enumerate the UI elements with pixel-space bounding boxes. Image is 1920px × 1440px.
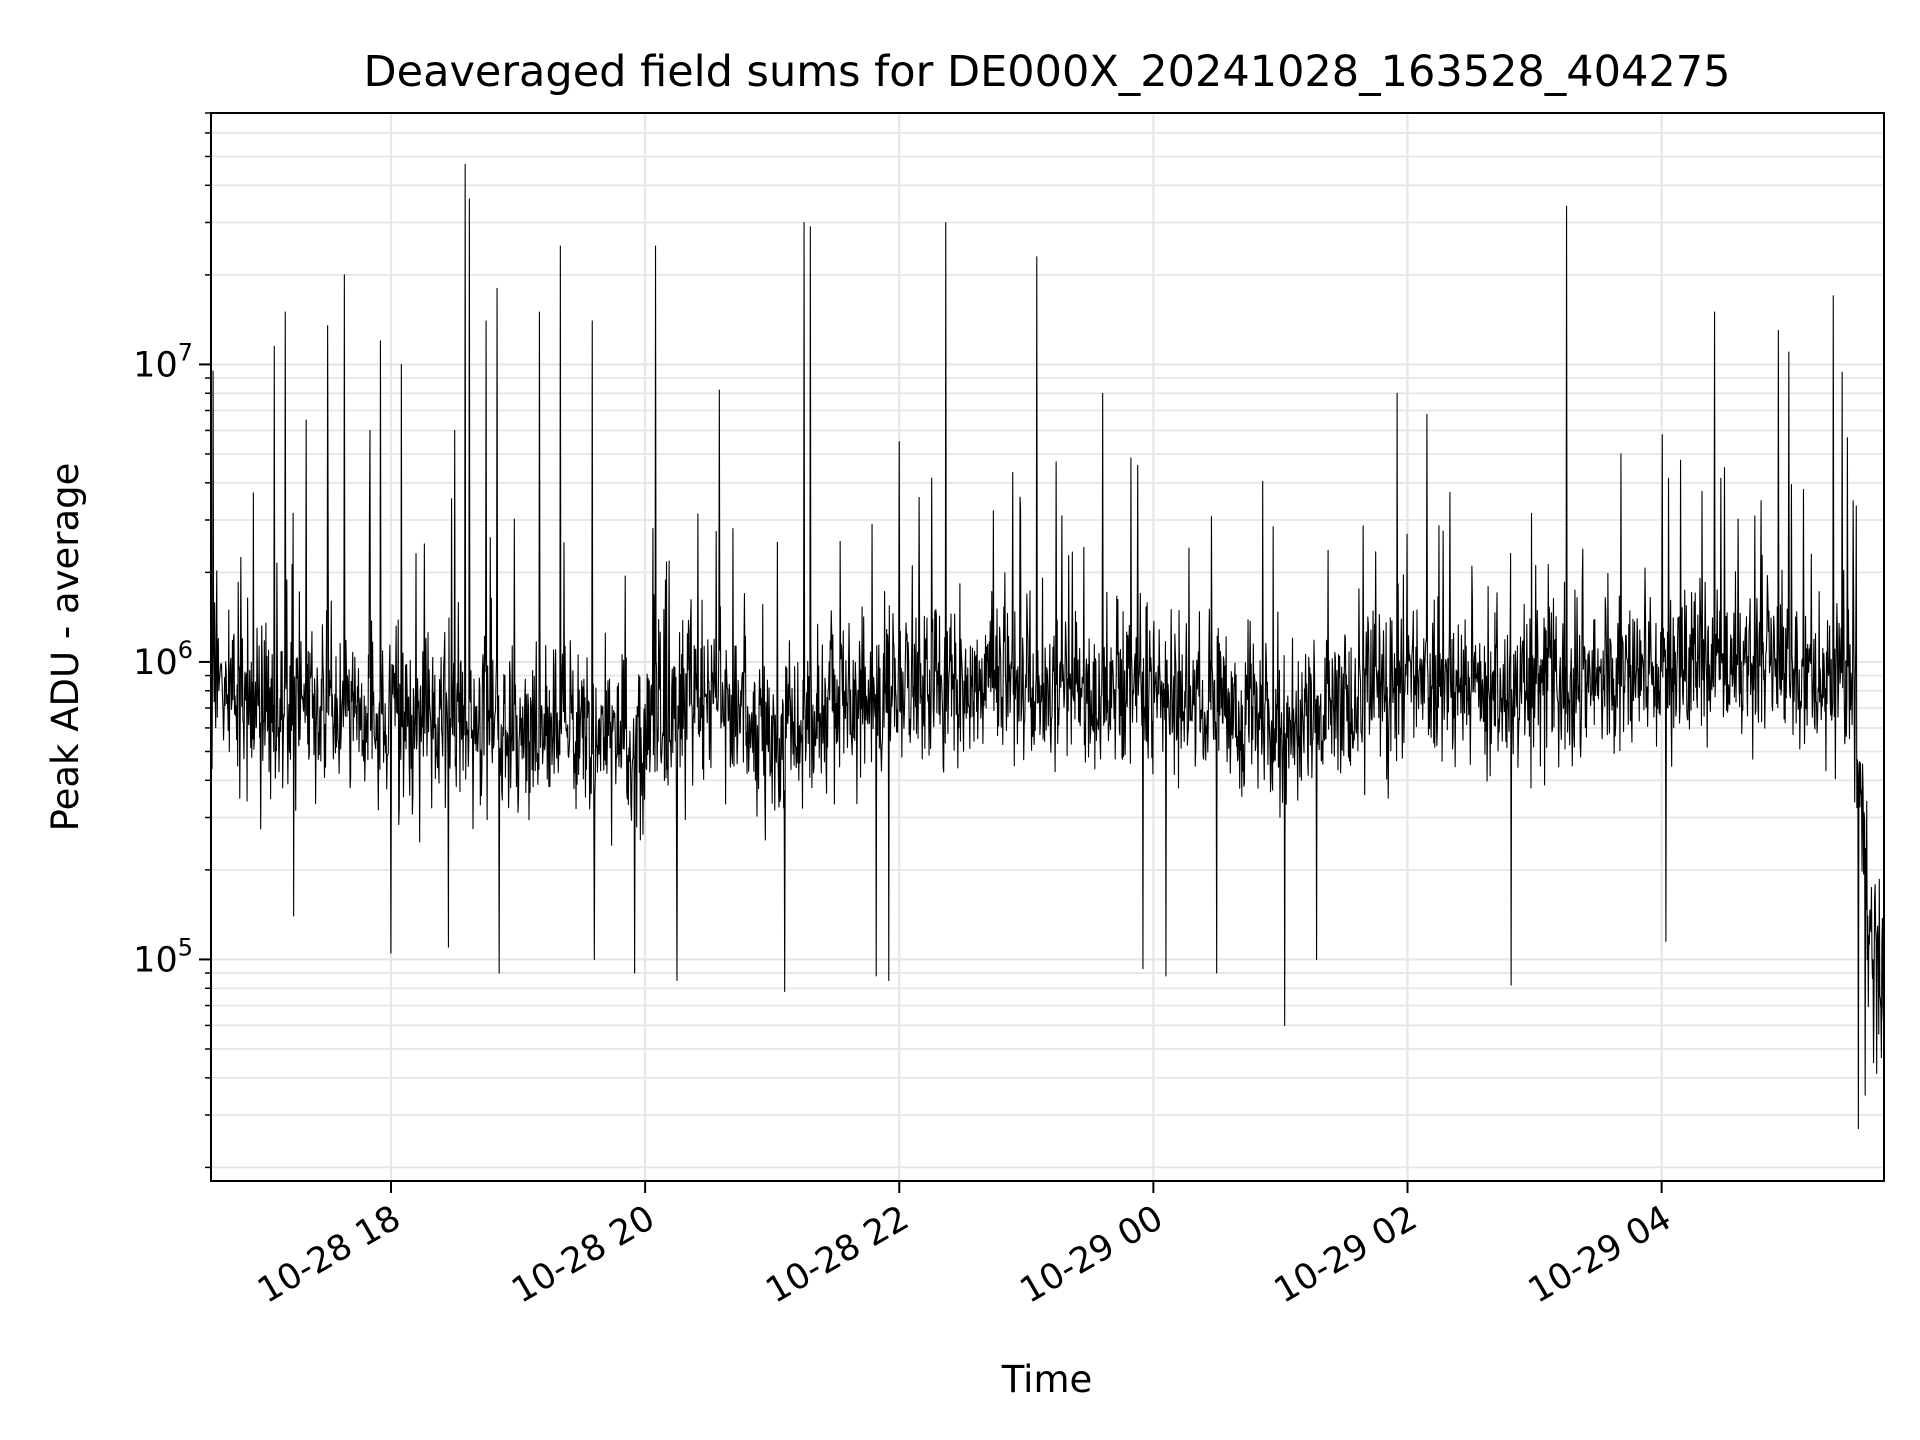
x-axis-label: Time [1001, 1358, 1093, 1401]
y-tick-label: 106 [133, 636, 193, 683]
y-axis-label: Peak ADU - average [44, 463, 87, 832]
y-tick-label: 107 [133, 338, 193, 385]
data-series [210, 163, 1885, 1130]
grid [211, 112, 1884, 1181]
y-tick-label: 105 [133, 933, 193, 980]
plot-area-frame [210, 112, 1885, 1182]
series-line [210, 163, 1885, 1130]
chart-title: Deaveraged field sums for DE000X_2024102… [364, 47, 1731, 97]
